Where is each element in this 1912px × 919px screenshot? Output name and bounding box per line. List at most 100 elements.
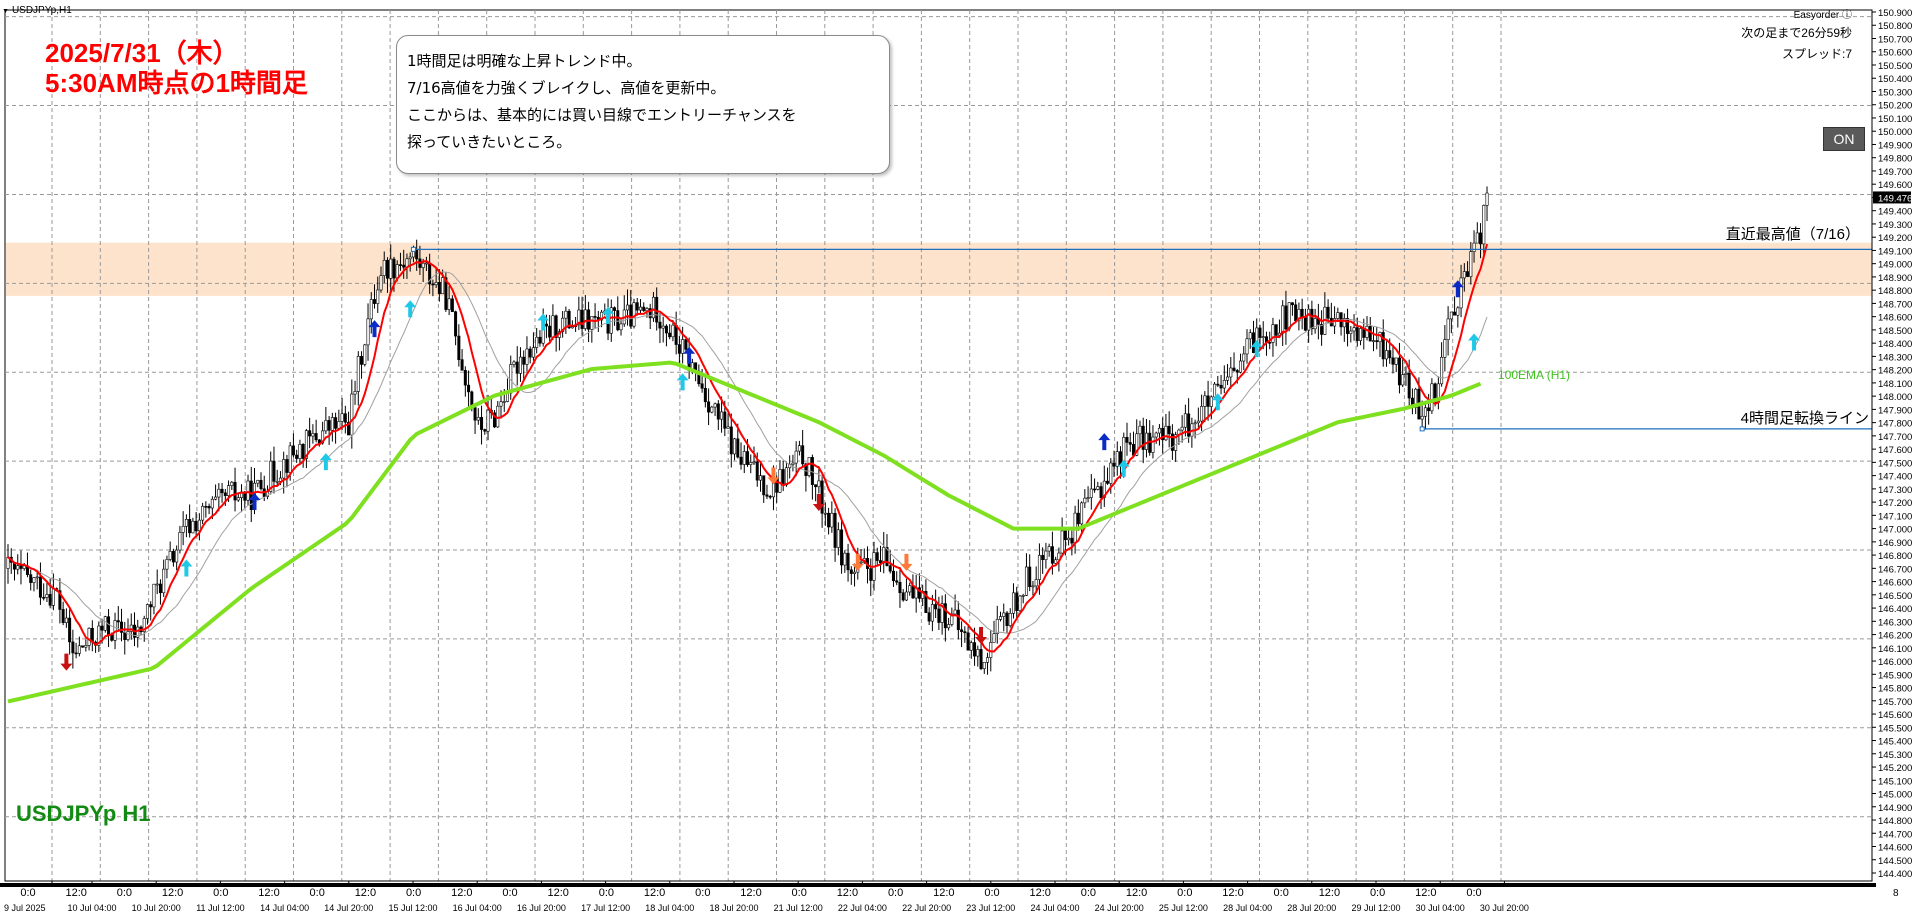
candle-body [898,581,902,594]
candle-body [1274,324,1278,336]
candle-body [1138,425,1142,435]
candle-body [635,302,639,311]
candle-body [969,642,973,651]
candle-body [188,519,192,534]
candle-body [223,492,227,496]
candle-body [81,645,85,648]
price-tick-label: 147.700 [1878,432,1912,443]
candle-body [493,412,497,428]
candle-body [295,454,299,459]
candle-body [512,361,516,365]
easyorder-label[interactable]: Easyorder ⓘ [1793,10,1852,21]
price-tick-label: 149.300 [1878,220,1912,231]
price-tick-label: 145.400 [1878,737,1912,748]
candle-body [626,304,630,311]
price-tick-label: 150.300 [1878,87,1912,98]
candle-body [61,609,65,623]
arrow-up-icon [368,320,381,338]
date-tick-label: 24 Jul 04:00 [1030,903,1079,913]
symbol-tab[interactable]: ▼ USDJPYp,H1 [2,5,72,16]
arrow-up-icon [1117,459,1130,477]
candle-body [1235,370,1239,373]
candle-body [184,519,188,527]
price-tick-label: 145.000 [1878,790,1912,801]
candle-body [1180,426,1184,431]
resistance-zone [6,242,1872,296]
candle-body [814,484,818,488]
price-tick-label: 149.400 [1878,207,1912,218]
candle-body [629,304,633,327]
candle-body [68,617,72,643]
candle-body [1226,376,1230,381]
candle-body [457,335,461,360]
candle-body [642,306,646,311]
price-tick-label: 149.900 [1878,140,1912,151]
candle-body [684,339,688,350]
price-axis: 150.900 150.800 150.700 150.600 150.500 150.4… [1871,8,1912,881]
price-tick-label: 148.300 [1878,352,1912,363]
candle-body [437,282,441,295]
time-tick-label: 0:0 [20,887,35,899]
candle-body [762,475,766,496]
candle-body [214,496,218,500]
price-tick-label: 149.700 [1878,167,1912,178]
price-tick-label: 150.600 [1878,48,1912,59]
candle-body [441,277,445,295]
candle-body [956,609,960,631]
candle-body [103,616,107,631]
candle-body [324,420,328,432]
candle-body [155,583,159,586]
candle-body [917,587,921,599]
candle-body [561,317,565,333]
candle-body [1219,384,1223,389]
candle-body [51,588,55,606]
price-tick-label: 150.100 [1878,114,1912,125]
candle-body [1047,546,1051,552]
time-tick-label: 0:0 [502,887,517,899]
price-tick-label: 145.800 [1878,684,1912,695]
price-tick-label: 150.900 [1878,8,1912,19]
candle-body [269,460,273,492]
candle-body [1015,592,1019,611]
candle-body [486,409,490,432]
candle-body [249,480,253,511]
candle-body [460,359,464,371]
candle-body [810,457,814,485]
price-tick-label: 150.700 [1878,34,1912,45]
candle-body [940,603,944,623]
candle-body [424,262,428,265]
candle-body [71,641,75,654]
date-tick-label: 16 Jul 20:00 [517,903,566,913]
candle-body [463,370,467,386]
candle-body [288,445,292,473]
date-tick-label: 30 Jul 20:00 [1480,903,1529,913]
price-tick-label: 149.200 [1878,233,1912,244]
time-tick-label: 0:0 [695,887,710,899]
candle-body [1099,486,1103,498]
candle-body [1349,330,1353,334]
price-tick-label: 150.200 [1878,101,1912,112]
candle-body [1093,488,1097,491]
date-tick-label: 16 Jul 04:00 [453,903,502,913]
date-tick-label: 17 Jul 12:00 [581,903,630,913]
candle-body [677,344,681,354]
price-tick-label: 145.200 [1878,763,1912,774]
price-tick-label: 145.100 [1878,776,1912,787]
candle-body [989,642,993,658]
candle-body [1446,318,1450,340]
candle-body [38,576,42,598]
candle-body [729,426,733,455]
candle-body [707,401,711,413]
candle-body [976,649,980,657]
price-tick-label: 148.000 [1878,392,1912,403]
candle-body [1475,232,1479,244]
caret-down-icon[interactable]: ▼ [2,8,9,15]
arrow-down-icon [900,553,913,571]
price-tick-label: 146.700 [1878,564,1912,575]
price-tick-label: 148.400 [1878,339,1912,350]
candle-body [1054,559,1058,564]
candle-body [973,642,977,657]
on-toggle-button[interactable]: ON [1823,127,1865,151]
time-tick-label: 0:0 [117,887,132,899]
